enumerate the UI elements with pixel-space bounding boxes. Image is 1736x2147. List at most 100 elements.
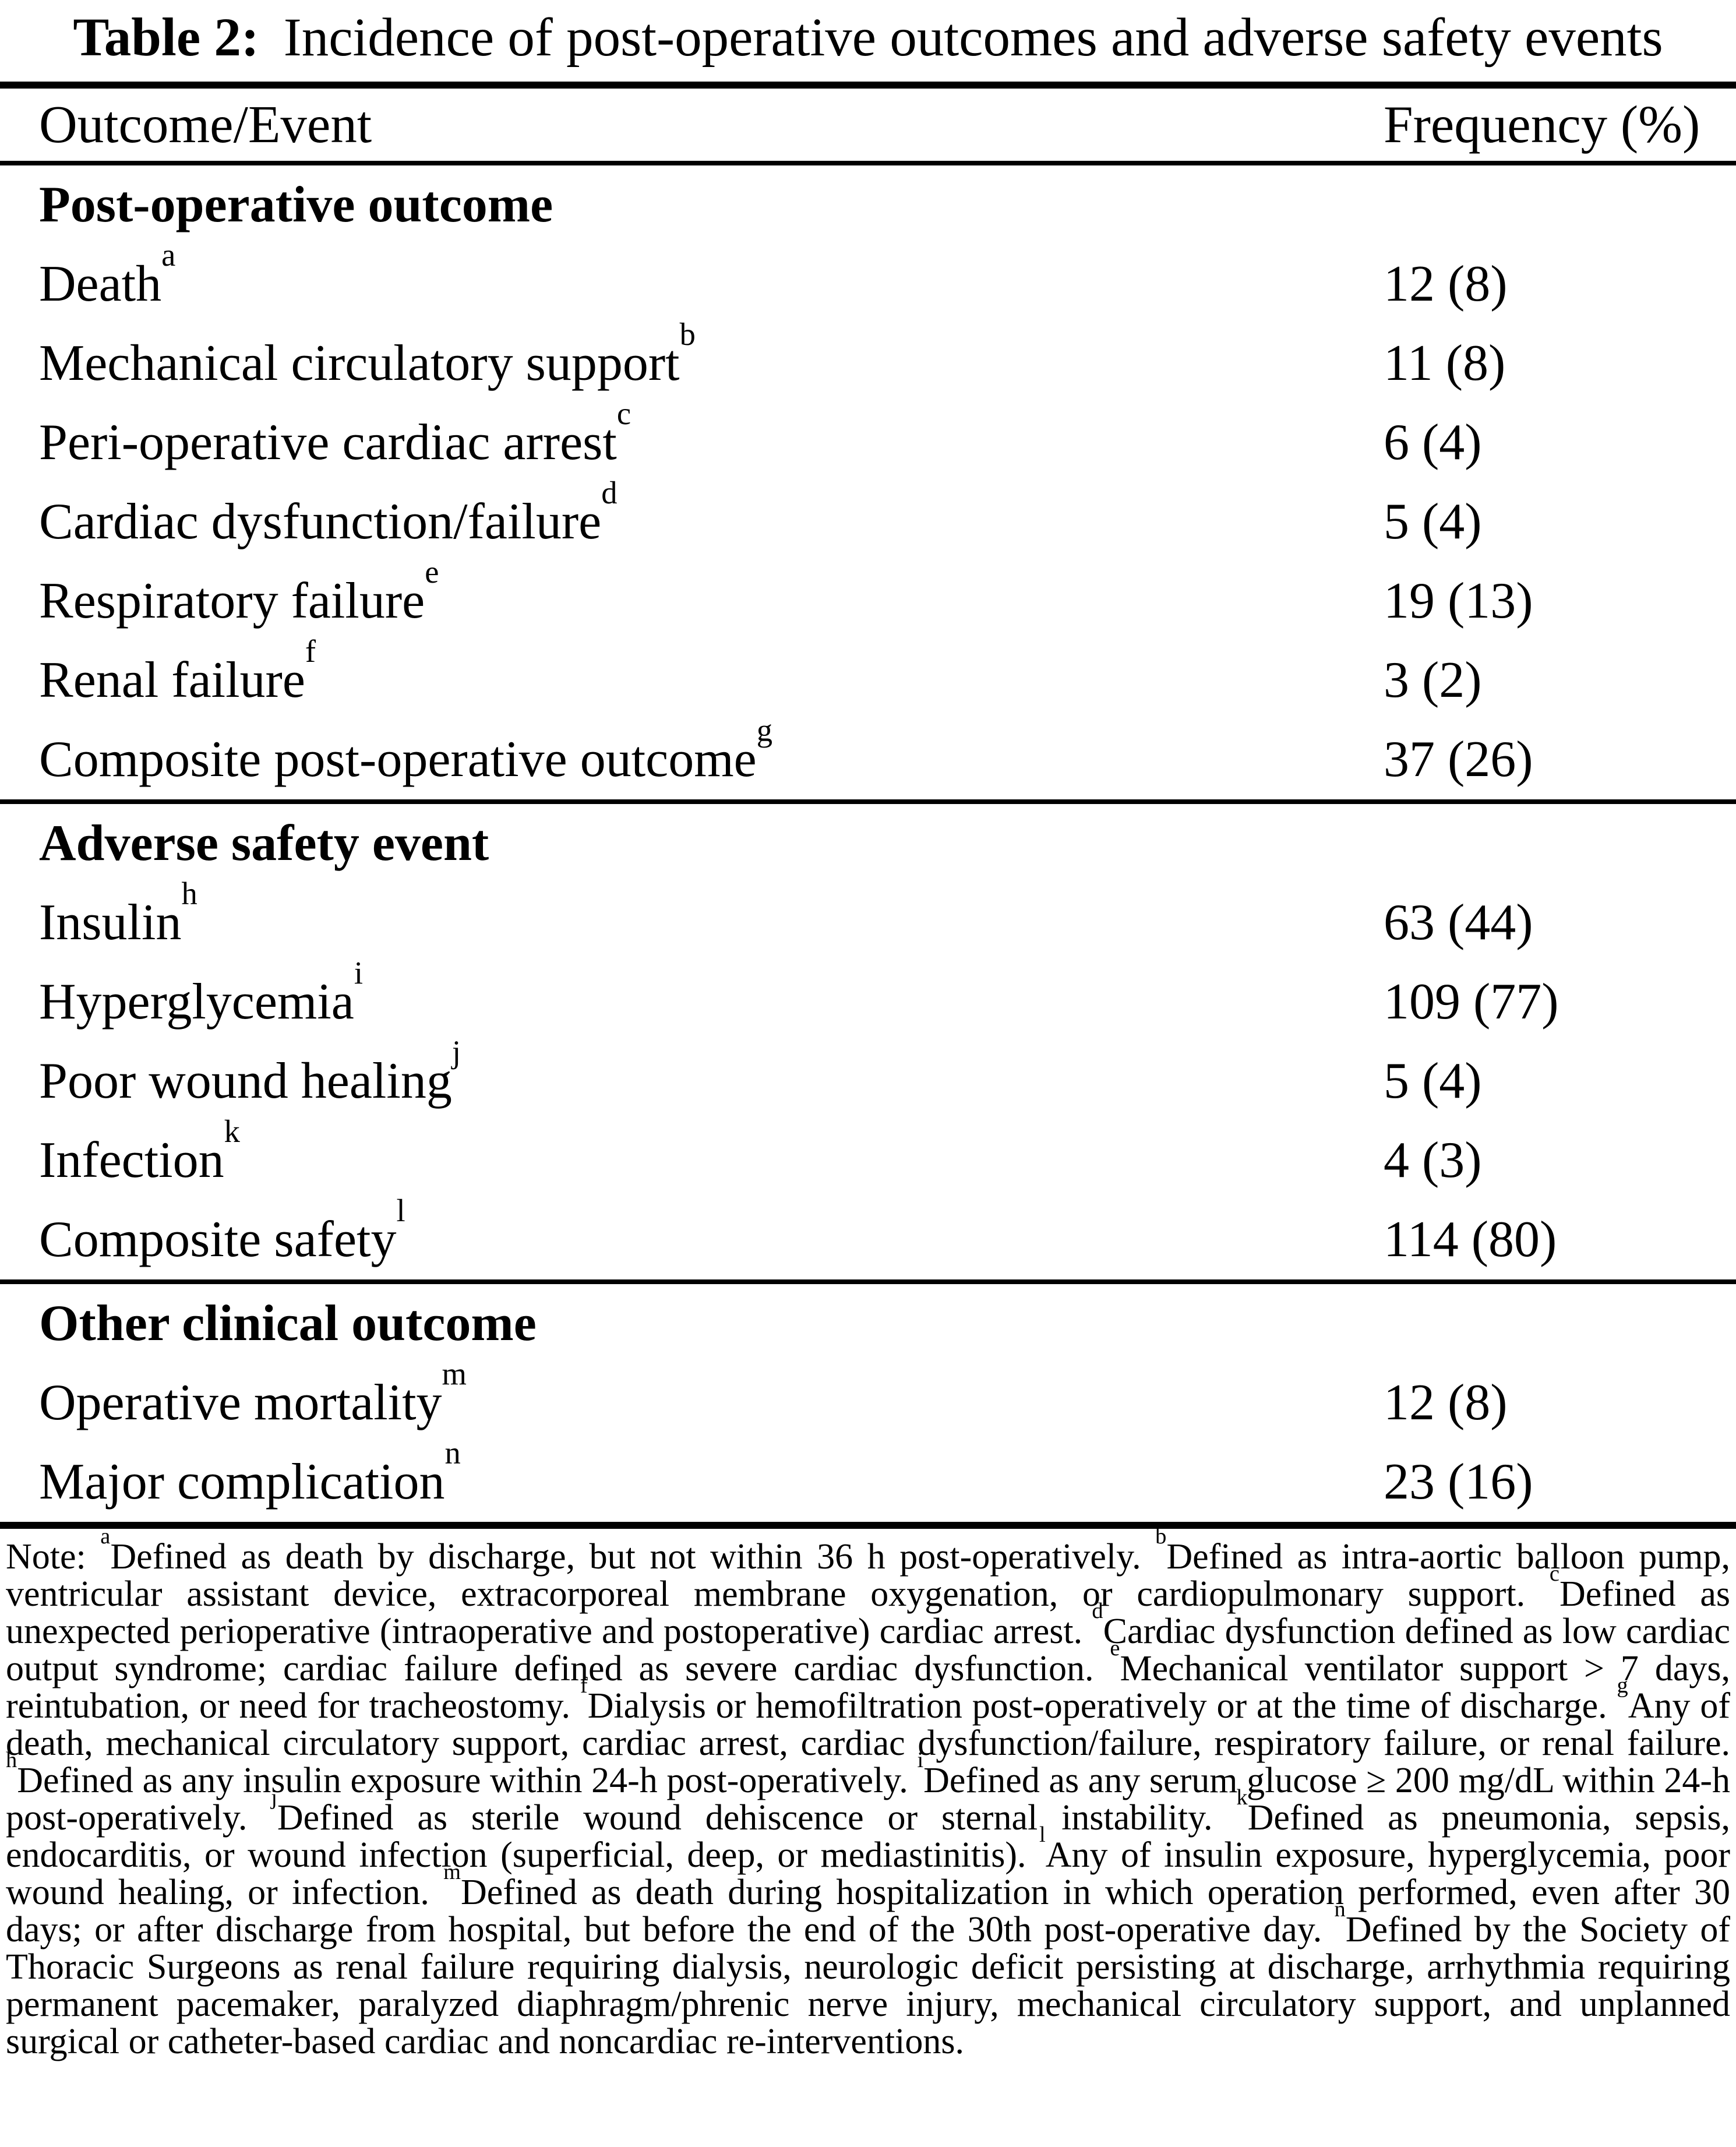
column-header-outcome-event: Outcome/Event [39,95,372,154]
section-divider-rule [0,1279,1736,1284]
footnote-segment-text: Any of death, mechanical circulatory sup… [6,1686,1731,1763]
row-label: Insulinh [39,877,197,951]
row-label-text: Infection [39,1132,224,1189]
footnote-segment-text: Dialysis or hemofiltration post-operativ… [587,1686,1607,1726]
row-label: Cardiac dysfunction/failured [39,477,618,550]
row-label-text: Death [39,256,162,312]
footnote-segment: dCardiac dysfunction defined as low card… [6,1600,1730,1688]
footnote-segment-text: Defined as intra-aortic balloon pump, ve… [6,1537,1730,1614]
table-row: Deatha 12 (8) [0,239,1736,324]
section-header-row: Other clinical outcome [0,1284,1736,1363]
row-superscript: i [354,954,364,990]
row-value: 109 (77) [1384,974,1559,1030]
footnote-segment-text: Defined as death during hospitalization … [6,1873,1730,1949]
row-superscript: h [181,875,197,911]
row-label: Operative mortalitym [39,1358,467,1431]
footnote-segment: jDefined as sterile wound dehiscence or … [271,1786,1213,1838]
row-value: 37 (26) [1384,731,1533,788]
row-superscript: b [679,316,696,352]
footnote-segments: aDefined as death by discharge, but not … [6,1525,1731,2061]
row-value: 11 (8) [1384,335,1506,392]
table-header-row: Outcome/Event Frequency (%) [0,89,1736,161]
row-label-text: Cardiac dysfunction/failure [39,493,602,550]
table-row: Operative mortalitym 12 (8) [0,1358,1736,1443]
row-value: 19 (13) [1384,573,1533,629]
footnote-superscript: h [6,1748,17,1773]
footnote-segment: kDefined as pneumonia, sepsis, endocardi… [6,1786,1731,1875]
footnote-superscript: n [1334,1897,1346,1922]
row-value: 63 (44) [1384,894,1533,951]
row-label-text: Composite safety [39,1211,397,1268]
footnote-superscript: c [1549,1561,1559,1587]
footnote-superscript: d [1092,1599,1103,1624]
row-label: Renal failuref [39,635,316,708]
section-header-row: Adverse safety event [0,804,1736,883]
row-superscript: m [442,1355,467,1391]
header-divider-rule [0,161,1736,165]
footnote-superscript: g [1617,1673,1628,1698]
footnote-segment-text: Defined as sterile wound dehiscence or s… [277,1798,1213,1838]
footnote-superscript: a [100,1524,111,1549]
row-superscript: f [305,633,316,669]
footnote-segment-text: Any of insulin exposure, hyperglycemia, … [6,1835,1730,1912]
table-row: Major complicationn 23 (16) [0,1437,1736,1522]
table-row: Infectionk 4 (3) [0,1115,1736,1200]
row-label: Peri-operative cardiac arrestc [39,397,631,471]
row-label: Respiratory failuree [39,556,439,629]
footnote-segment: bDefined as intra-aortic balloon pump, v… [6,1525,1730,1614]
table-row: Insulinh 63 (44) [0,877,1736,963]
footnote-segment-text: Defined as any insulin exposure within 2… [17,1761,908,1800]
footnote-segment: mDefined as death during hospitalization… [6,1861,1730,1949]
footnote-superscript: l [1039,1822,1046,1848]
bottom-rule [0,1522,1736,1529]
table-row: Renal failuref 3 (2) [0,635,1736,720]
row-label-text: Operative mortality [39,1374,442,1431]
row-value: 12 (8) [1384,256,1508,312]
section-header-row: Post-operative outcome [0,165,1736,245]
top-rule [0,82,1736,89]
footnote-superscript: j [271,1785,277,1810]
row-label: Poor wound healingj [39,1036,461,1109]
footnote-segment-text: Cardiac dysfunction defined as low cardi… [6,1612,1730,1688]
table-caption: Incidence of post-operative outcomes and… [283,8,1663,68]
row-superscript: d [601,474,618,510]
row-label-text: Peri-operative cardiac arrest [39,414,617,471]
footnote-segment-text: Defined as unexpected perioperative (int… [6,1574,1731,1651]
footnote-segment-text: Defined as pneumonia, sepsis, endocardit… [6,1798,1731,1875]
footnote-segment: lAny of insulin exposure, hyperglycemia,… [6,1824,1730,1912]
table-row: Composite post-operative outcomeg 37 (26… [0,714,1736,799]
row-value: 3 (2) [1384,652,1482,708]
row-superscript: g [756,712,773,748]
row-value: 6 (4) [1384,414,1482,471]
table-body: Post-operative outcome Deatha 12 (8) Mec… [0,165,1736,1522]
row-label: Composite post-operative outcomeg [39,714,772,788]
section-header-label: Adverse safety event [39,815,489,872]
footnote-lead: Note: [6,1537,101,1577]
row-superscript: e [425,554,439,590]
table-number-label: Table 2: [73,8,259,68]
footnote-superscript: b [1155,1524,1167,1549]
footnote-segment: hDefined as any insulin exposure within … [6,1749,908,1800]
footnote-segment: iDefined as any serum glucose ≥ 200 mg/d… [6,1749,1730,1838]
footnote-segment-text: Mechanical ventilator support > 7 days, … [6,1649,1731,1726]
row-superscript: l [396,1192,405,1228]
row-label-text: Renal failure [39,652,305,708]
row-label: Composite safetyl [39,1194,405,1268]
footnote-segment: cDefined as unexpected perioperative (in… [6,1563,1731,1651]
row-value: 4 (3) [1384,1132,1482,1189]
footnote-segment: fDialysis or hemofiltration post-operati… [580,1674,1607,1726]
footnote-segment: aDefined as death by discharge, but not … [100,1525,1141,1577]
footnote: Note: aDefined as death by discharge, bu… [6,1525,1731,2061]
row-label-text: Respiratory failure [39,573,425,629]
row-label: Major complicationn [39,1437,461,1510]
footnote-segment: eMechanical ventilator support > 7 days,… [6,1637,1731,1726]
table-row: Respiratory failuree 19 (13) [0,556,1736,641]
table-row: Poor wound healingj 5 (4) [0,1036,1736,1121]
row-superscript: j [451,1034,461,1070]
footnote-segment-text: Defined as death by discharge, but not w… [110,1537,1141,1577]
row-superscript: n [444,1434,461,1471]
row-label-text: Major complication [39,1454,445,1510]
row-superscript: a [161,237,176,273]
footnote-superscript: i [917,1748,924,1773]
row-label: Hyperglycemiai [39,957,363,1030]
